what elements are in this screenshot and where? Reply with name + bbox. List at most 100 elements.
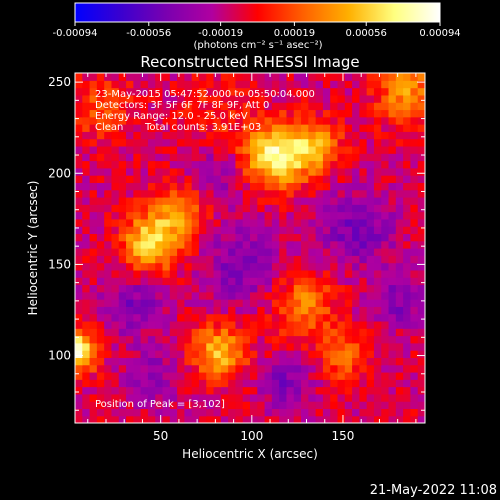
heatmap-cell <box>191 211 200 220</box>
heatmap-cell <box>133 233 142 242</box>
heatmap-cell <box>126 73 134 81</box>
heatmap-cell <box>198 80 207 89</box>
heatmap-cell <box>162 299 171 307</box>
heatmap-cell <box>344 189 353 198</box>
heatmap-cell <box>337 386 346 395</box>
heatmap-cell <box>75 320 83 329</box>
heatmap-cell <box>410 291 419 300</box>
heatmap-cell <box>388 175 397 183</box>
heatmap-cell <box>235 328 244 337</box>
heatmap-cell <box>250 160 258 169</box>
heatmap-cell <box>293 408 302 417</box>
heatmap-cell <box>315 182 324 191</box>
heatmap-cell <box>250 175 258 183</box>
heatmap-cell <box>104 320 113 329</box>
heatmap-cell <box>118 182 127 191</box>
heatmap-cell <box>242 306 251 315</box>
heatmap-cell <box>89 342 98 351</box>
heatmap-cell <box>242 131 251 140</box>
heatmap-cell <box>410 233 419 242</box>
x-tick-label: 100 <box>240 429 263 443</box>
heatmap-cell <box>235 182 244 191</box>
heatmap-cell <box>82 204 91 213</box>
heatmap-cell <box>352 160 360 169</box>
heatmap-cell <box>315 371 324 380</box>
heatmap-cell <box>257 196 266 205</box>
heatmap-cell <box>395 284 404 293</box>
heatmap-cell <box>206 415 215 423</box>
heatmap-cell <box>82 211 91 220</box>
heatmap-cell <box>417 145 425 154</box>
heatmap-cell <box>155 393 164 402</box>
heatmap-cell <box>191 342 200 351</box>
heatmap-cell <box>301 80 309 89</box>
heatmap-cell <box>337 109 346 118</box>
heatmap-cell <box>242 284 251 293</box>
heatmap-cell <box>147 291 156 300</box>
heatmap-cell <box>395 124 404 132</box>
heatmap-cell <box>75 182 83 191</box>
heatmap-cell <box>352 277 360 286</box>
heatmap-cell <box>388 211 397 220</box>
heatmap-cell <box>242 175 251 183</box>
heatmap-cell <box>395 277 404 286</box>
heatmap-cell <box>126 313 134 322</box>
heatmap-cell <box>111 124 120 132</box>
heatmap-cell <box>177 350 185 358</box>
heatmap-cell <box>286 284 295 293</box>
heatmap-cell <box>213 124 222 132</box>
heatmap-cell <box>381 73 390 81</box>
heatmap-cell <box>155 218 164 227</box>
heatmap-cell <box>381 255 390 264</box>
heatmap-cell <box>140 109 149 118</box>
heatmap-cell <box>82 109 91 118</box>
heatmap-cell <box>75 233 83 242</box>
heatmap-cell <box>264 153 273 162</box>
heatmap-cell <box>417 379 425 388</box>
heatmap-cell <box>140 138 149 147</box>
heatmap-cell <box>191 371 200 380</box>
heatmap-cell <box>198 364 207 373</box>
heatmap-cell <box>220 175 229 183</box>
heatmap-cell <box>162 386 171 395</box>
heatmap-cell <box>133 94 142 103</box>
heatmap-cell <box>191 269 200 278</box>
heatmap-cell <box>344 393 353 402</box>
heatmap-cell <box>301 153 309 162</box>
heatmap-cell <box>96 131 105 140</box>
heatmap-cell <box>271 284 280 293</box>
heatmap-cell <box>155 364 164 373</box>
heatmap-cell <box>198 277 207 286</box>
heatmap-cell <box>198 87 207 96</box>
heatmap-cell <box>89 145 98 154</box>
heatmap-cell <box>337 131 346 140</box>
heatmap-cell <box>82 153 91 162</box>
heatmap-cell <box>104 116 113 125</box>
heatmap-cell <box>206 255 215 264</box>
heatmap-cell <box>264 131 273 140</box>
heatmap-cell <box>257 94 266 103</box>
heatmap-cell <box>206 364 215 373</box>
heatmap-cell <box>118 102 127 111</box>
heatmap-cell <box>82 145 91 154</box>
heatmap-cell <box>417 226 425 235</box>
heatmap-cell <box>191 204 200 213</box>
heatmap-cell <box>242 269 251 278</box>
heatmap-cell <box>308 357 317 366</box>
heatmap-cell <box>162 364 171 373</box>
heatmap-cell <box>257 386 266 395</box>
heatmap-cell <box>89 226 98 235</box>
heatmap-cell <box>126 415 134 423</box>
heatmap-cell <box>147 277 156 286</box>
heatmap-cell <box>147 269 156 278</box>
heatmap-cell <box>373 124 382 132</box>
heatmap-cell <box>213 379 222 388</box>
heatmap-cell <box>257 306 266 315</box>
heatmap-cell <box>191 350 200 358</box>
heatmap-cell <box>359 124 368 132</box>
heatmap-cell <box>330 320 339 329</box>
heatmap-cell <box>381 160 390 169</box>
heatmap-cell <box>403 218 412 227</box>
heatmap-cell <box>417 116 425 125</box>
annotation-time: 23-May-2015 05:47:52.000 to 05:50:04.000 <box>95 89 315 100</box>
